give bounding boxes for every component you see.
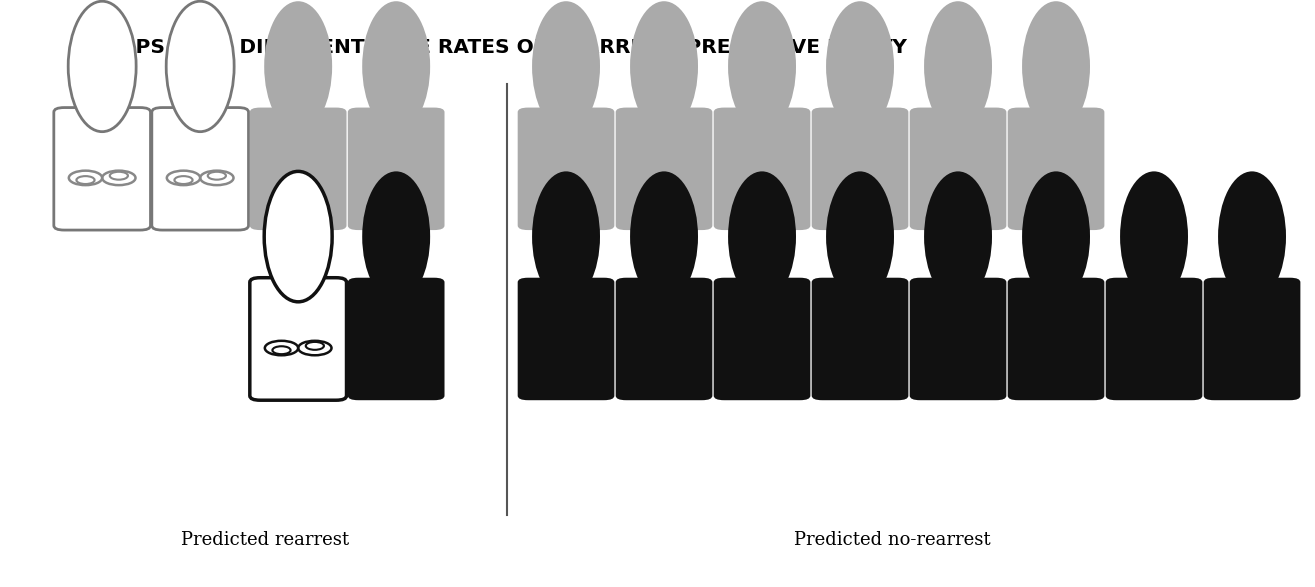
Ellipse shape: [264, 171, 333, 302]
Text: Predicted no-rearrest: Predicted no-rearrest: [794, 531, 992, 549]
FancyBboxPatch shape: [1106, 278, 1202, 400]
FancyBboxPatch shape: [615, 278, 713, 400]
FancyBboxPatch shape: [615, 107, 713, 230]
Ellipse shape: [826, 1, 894, 131]
FancyBboxPatch shape: [250, 278, 347, 400]
Ellipse shape: [362, 1, 430, 131]
Ellipse shape: [1218, 171, 1286, 302]
Ellipse shape: [924, 1, 992, 131]
Ellipse shape: [362, 171, 430, 302]
FancyBboxPatch shape: [811, 278, 909, 400]
Ellipse shape: [924, 171, 992, 302]
Ellipse shape: [729, 1, 796, 131]
Ellipse shape: [166, 1, 234, 131]
FancyBboxPatch shape: [348, 107, 444, 230]
FancyBboxPatch shape: [348, 278, 444, 400]
Text: GROUPS WITH DIFFERENT BASE RATES OF REARREST; PREDICTIVE PARITY: GROUPS WITH DIFFERENT BASE RATES OF REAR…: [70, 38, 906, 58]
FancyBboxPatch shape: [151, 107, 249, 230]
Ellipse shape: [630, 171, 698, 302]
FancyBboxPatch shape: [250, 107, 347, 230]
FancyBboxPatch shape: [1203, 278, 1301, 400]
FancyBboxPatch shape: [518, 107, 614, 230]
Ellipse shape: [826, 171, 894, 302]
Ellipse shape: [264, 1, 333, 131]
FancyBboxPatch shape: [910, 278, 1006, 400]
FancyBboxPatch shape: [518, 278, 614, 400]
Ellipse shape: [1022, 1, 1090, 131]
FancyBboxPatch shape: [1007, 107, 1105, 230]
Ellipse shape: [630, 1, 698, 131]
FancyBboxPatch shape: [811, 107, 909, 230]
Ellipse shape: [533, 1, 600, 131]
FancyBboxPatch shape: [54, 107, 150, 230]
FancyBboxPatch shape: [910, 107, 1006, 230]
Ellipse shape: [729, 171, 796, 302]
Ellipse shape: [1022, 171, 1090, 302]
Ellipse shape: [68, 1, 137, 131]
Ellipse shape: [533, 171, 600, 302]
FancyBboxPatch shape: [714, 278, 810, 400]
Text: Predicted rearrest: Predicted rearrest: [181, 531, 350, 549]
Ellipse shape: [1120, 171, 1187, 302]
FancyBboxPatch shape: [714, 107, 810, 230]
FancyBboxPatch shape: [1007, 278, 1105, 400]
